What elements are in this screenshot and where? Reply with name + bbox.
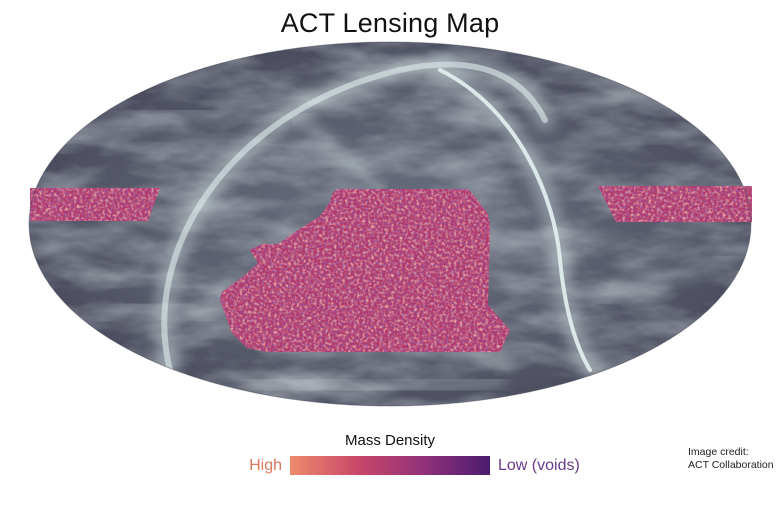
- map-title: ACT Lensing Map: [280, 8, 500, 38]
- credit-name: ACT Collaboration: [688, 459, 774, 471]
- legend-colorbar: [290, 456, 490, 475]
- legend-title: Mass Density: [344, 432, 436, 449]
- sky-outline: [28, 41, 752, 407]
- credit-label: Image credit:: [688, 446, 749, 458]
- legend-high-label: High: [249, 457, 282, 474]
- legend-low-label: Low (voids): [498, 457, 580, 474]
